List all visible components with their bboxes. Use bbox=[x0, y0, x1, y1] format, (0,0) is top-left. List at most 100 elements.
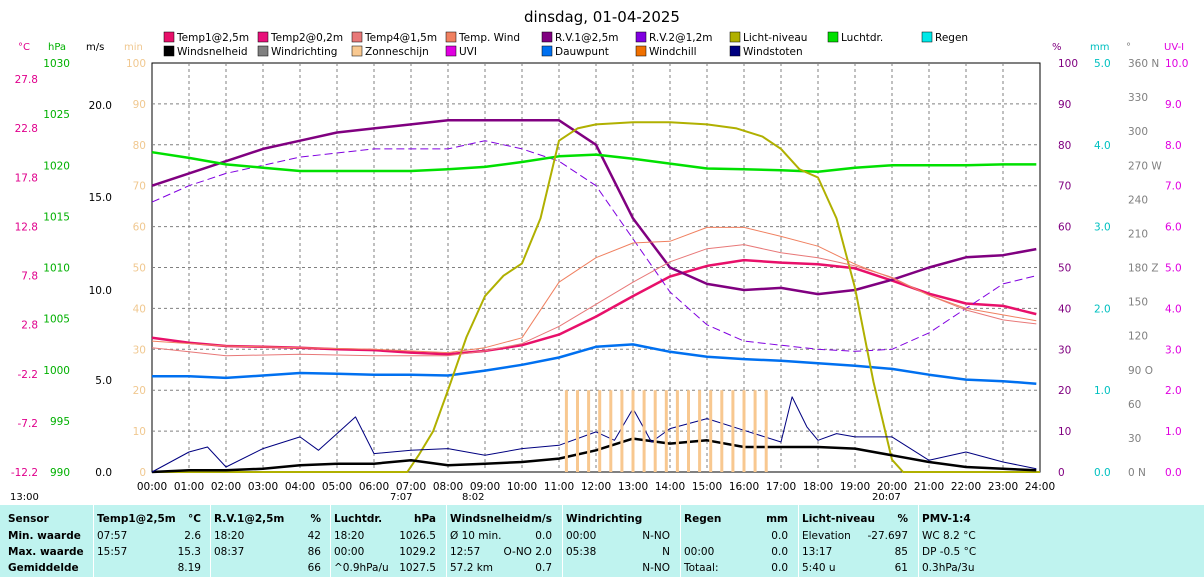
pressure-tick: 1010 bbox=[43, 263, 70, 275]
mm-tick: 4.0 bbox=[1094, 140, 1111, 152]
sunshine-bar bbox=[731, 390, 735, 472]
sunrise-label: 7:07 bbox=[390, 492, 412, 503]
legend-label: Temp. Wind bbox=[458, 32, 520, 44]
legend-swatch bbox=[163, 45, 175, 57]
summary-cell-left: WC 8.2 °C bbox=[922, 530, 976, 542]
x-tick: 01:00 bbox=[174, 481, 204, 493]
pressure-tick: 1000 bbox=[43, 365, 70, 377]
sunshine-bar bbox=[609, 390, 613, 472]
pressure-axis-unit: hPa bbox=[48, 42, 66, 53]
sunshine-bar bbox=[587, 390, 591, 472]
x-tick: 14:00 bbox=[655, 481, 685, 493]
pressure-tick: 1025 bbox=[43, 109, 70, 121]
x-tick: 13:00 bbox=[618, 481, 648, 493]
summary-header: Windrichting bbox=[566, 513, 643, 525]
deg-tick: 330 bbox=[1128, 92, 1148, 104]
legend-label: Windrichting bbox=[271, 46, 337, 58]
summary-cell-left: 05:38 bbox=[566, 546, 597, 558]
summary-unit: % bbox=[310, 513, 321, 525]
deg-tick: 60 bbox=[1128, 399, 1141, 411]
legend-label: Windstoten bbox=[743, 46, 803, 58]
row-label-sensor: Sensor bbox=[8, 513, 49, 525]
summary-cell-value: -27.697 bbox=[867, 530, 908, 542]
summary-cell-value: 0.0 bbox=[535, 530, 552, 542]
summary-unit: hPa bbox=[414, 513, 436, 525]
grid bbox=[151, 62, 1041, 473]
sunshine-bar bbox=[576, 390, 579, 472]
series-line bbox=[151, 119, 1037, 296]
uv-tick: 6.0 bbox=[1165, 222, 1182, 234]
legend-swatch bbox=[257, 45, 269, 57]
temp-tick: -12.2 bbox=[11, 467, 38, 479]
min-tick: 70 bbox=[133, 181, 146, 193]
min-tick: 30 bbox=[133, 344, 146, 356]
mm-tick: 1.0 bbox=[1094, 385, 1111, 397]
legend-swatch bbox=[351, 31, 363, 43]
deg-tick: 180 Z bbox=[1128, 263, 1159, 275]
legend-label: Licht-niveau bbox=[743, 32, 807, 44]
deg-tick: 0 N bbox=[1128, 467, 1146, 479]
legend-swatch bbox=[257, 31, 269, 43]
summary-cell-left: 00:00 bbox=[334, 546, 365, 558]
summary-cell-value: 0.0 bbox=[771, 530, 788, 542]
x-tick: 24:00 bbox=[1025, 481, 1055, 493]
summary-cell-value: N bbox=[662, 546, 670, 558]
summary-cell-left: Elevation bbox=[802, 530, 851, 542]
uv-axis-unit: UV-I bbox=[1164, 42, 1184, 53]
legend-label: Windchill bbox=[649, 46, 697, 58]
sunshine-bar bbox=[675, 390, 679, 472]
wind-tick: 20.0 bbox=[89, 100, 112, 112]
summary-cell-value: 1027.5 bbox=[399, 562, 436, 574]
wind-tick: 10.0 bbox=[89, 285, 112, 297]
sunshine-bar bbox=[642, 390, 646, 472]
summary-separator bbox=[918, 505, 919, 577]
legend-label: Zonneschijn bbox=[365, 46, 429, 58]
row-label-min: Min. waarde bbox=[8, 530, 81, 542]
summary-cell-left: 13:17 bbox=[802, 546, 833, 558]
solar-noon-label: 13:00 bbox=[10, 492, 39, 503]
x-tick: 15:00 bbox=[692, 481, 722, 493]
summary-column: Temp1@2,5m °C 07:57 2.6 15:57 15.3 8.19 bbox=[97, 505, 209, 577]
deg-tick: 210 bbox=[1128, 228, 1148, 240]
temp-tick: 17.8 bbox=[15, 172, 38, 184]
series-line bbox=[151, 140, 1037, 352]
chart-title: dinsdag, 01-04-2025 bbox=[524, 8, 680, 26]
pressure-tick: 1020 bbox=[43, 160, 70, 172]
sunshine-bar bbox=[653, 390, 657, 472]
summary-separator bbox=[93, 505, 94, 577]
deg-tick: 150 bbox=[1128, 297, 1148, 309]
summary-cell-left: ^0.9hPa/u bbox=[334, 562, 389, 574]
x-tick: 10:00 bbox=[507, 481, 537, 493]
summary-cell-left: 07:57 bbox=[97, 530, 128, 542]
min-tick: 90 bbox=[133, 99, 146, 111]
uv-tick: 10.0 bbox=[1165, 58, 1188, 70]
pct-tick: 40 bbox=[1058, 303, 1071, 315]
legend-swatch bbox=[921, 31, 933, 43]
summary-header: Licht-niveau bbox=[802, 513, 875, 525]
pct-tick: 60 bbox=[1058, 222, 1071, 234]
summary-cell-left: 08:37 bbox=[214, 546, 245, 558]
uv-tick: 5.0 bbox=[1165, 263, 1182, 275]
summary-column: PMV-1:4 WC 8.2 °C DP -0.5 °C 0.3hPa/3u bbox=[922, 505, 1032, 577]
uv-tick: 1.0 bbox=[1165, 426, 1182, 438]
x-tick: 20:00 bbox=[877, 481, 907, 493]
x-tick: 19:00 bbox=[840, 481, 870, 493]
min-tick: 60 bbox=[133, 222, 146, 234]
summary-cell-value: 86 bbox=[307, 546, 321, 558]
pct-tick: 100 bbox=[1058, 58, 1078, 70]
series-line bbox=[152, 343, 1037, 385]
legend-swatch bbox=[541, 31, 553, 43]
pct-tick: 80 bbox=[1058, 140, 1071, 152]
summary-cell-left: 18:20 bbox=[334, 530, 365, 542]
x-tick: 08:00 bbox=[433, 481, 463, 493]
deg-tick: 240 bbox=[1128, 194, 1148, 206]
summary-cell-left: 18:20 bbox=[214, 530, 245, 542]
legend-label: Luchtdr. bbox=[841, 32, 883, 44]
sunset-label: 20:07 bbox=[872, 492, 901, 503]
sunshine-bar bbox=[742, 390, 746, 472]
summary-table: Sensor Min. waarde Max. waarde Gemiddeld… bbox=[0, 505, 1204, 577]
legend-label: Temp1@2,5m bbox=[176, 32, 249, 44]
sunshine-bar bbox=[720, 390, 724, 472]
pct-axis-unit: % bbox=[1052, 42, 1062, 53]
legend-swatch bbox=[635, 31, 647, 43]
